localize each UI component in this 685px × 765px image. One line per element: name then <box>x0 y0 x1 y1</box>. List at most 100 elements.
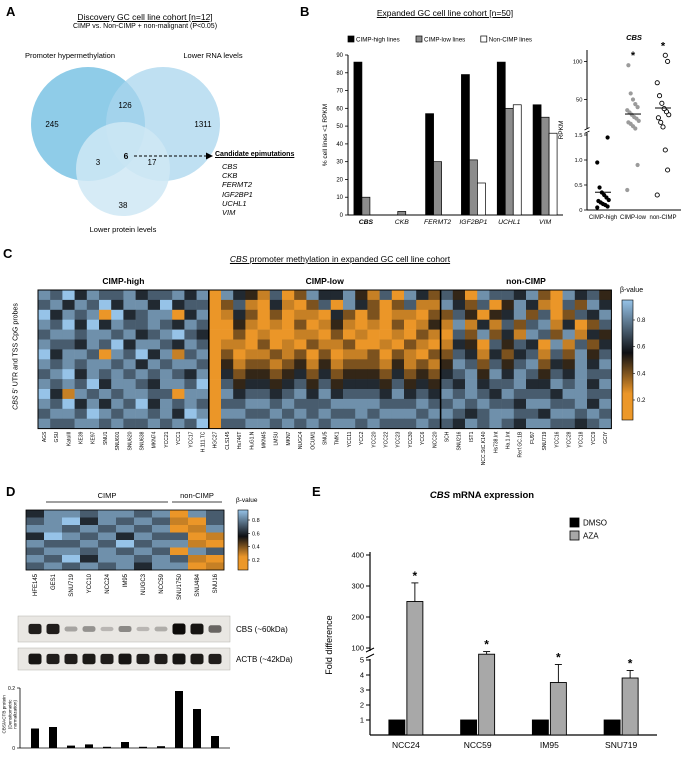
heatmap-cell <box>428 309 441 320</box>
y-tick-label: 100 <box>573 59 583 65</box>
heatmap-cell <box>98 562 117 571</box>
heatmap-cell <box>465 398 478 410</box>
heatmap-cell <box>184 299 197 311</box>
heatmap-cell <box>294 309 307 320</box>
heatmap-cell <box>330 329 344 340</box>
heatmap-cell <box>428 329 441 340</box>
legend-label: Non-CIMP lines <box>489 37 532 44</box>
significance-asterisk: * <box>631 50 636 62</box>
heatmap-cell <box>574 389 588 400</box>
bar <box>406 601 424 736</box>
blot-band <box>118 625 132 633</box>
heatmap-cell <box>74 319 88 330</box>
heatmap-cell <box>38 309 51 320</box>
bar <box>478 653 496 736</box>
heatmap-cell <box>62 555 81 563</box>
heatmap-cell <box>513 389 527 400</box>
heatmap-cell <box>99 339 112 350</box>
heatmap-cell <box>294 369 307 380</box>
heatmap-cell <box>172 290 185 301</box>
densitometry-axis-label: CBS/ACTB protein (Densitometric normaliz… <box>2 681 19 747</box>
heatmap-cell <box>62 290 75 301</box>
heatmap-cell <box>538 369 551 380</box>
heatmap-cell <box>538 339 551 350</box>
heatmap-cell <box>38 339 51 350</box>
heatmap-cell <box>74 339 88 350</box>
bar <box>425 113 434 216</box>
heatmap-cell <box>208 319 222 330</box>
heatmap-cell <box>477 408 490 419</box>
heatmap-cell <box>116 547 135 556</box>
heatmap-cell <box>123 299 136 311</box>
group-header: CIMP-high <box>102 276 144 286</box>
group-header: non-CIMP <box>180 491 214 500</box>
heatmap-cell <box>343 339 356 350</box>
densitometry-label-line: normalization) <box>12 699 18 729</box>
heatmap-cell <box>599 379 612 390</box>
heatmap-cell <box>538 319 551 330</box>
heatmap-cell <box>172 389 185 400</box>
heatmap-cell <box>233 389 246 400</box>
heatmap-cell <box>355 290 368 301</box>
heatmap-cell <box>86 309 100 320</box>
heatmap-cell <box>562 408 576 419</box>
heatmap-cell <box>245 359 258 370</box>
heatmap-cell <box>318 369 332 380</box>
heatmap-cell <box>587 319 600 330</box>
heatmap-cell <box>98 532 117 541</box>
heatmap-cell <box>152 517 171 526</box>
heatmap-cell <box>404 349 417 360</box>
heatmap-cell <box>318 408 332 419</box>
row-label-rest: 5' UTR and TSS CpG probes <box>12 303 20 396</box>
chart-shape <box>37 289 612 430</box>
heatmap-cell <box>38 359 51 370</box>
heatmap-cell <box>188 532 207 541</box>
bar <box>460 719 478 736</box>
heatmap-cell <box>86 408 100 419</box>
heatmap-cell <box>343 349 356 360</box>
bar <box>397 211 407 216</box>
heatmap-cell <box>440 290 454 301</box>
heatmap-cell <box>196 349 210 360</box>
heatmap-cell <box>513 349 527 360</box>
heatmap-cell <box>152 562 171 571</box>
legend-swatch <box>569 530 580 541</box>
heatmap-cell <box>440 418 454 429</box>
cell-line-label: SNU16 <box>213 573 219 593</box>
cell-line-label: SNU5 <box>323 431 329 445</box>
heatmap-cell <box>428 319 441 330</box>
heatmap-cell <box>440 369 454 380</box>
heatmap-cell <box>489 369 502 380</box>
heatmap-cell <box>221 329 234 340</box>
heatmap-cell <box>526 290 539 301</box>
bar <box>139 746 147 748</box>
heatmap-cell <box>599 389 612 400</box>
heatmap-cell <box>233 299 246 311</box>
heatmap-cell <box>477 329 490 340</box>
heatmap-cell <box>574 379 588 390</box>
blot-band <box>118 653 132 665</box>
heatmap-cell <box>330 379 344 390</box>
heatmap-cell <box>526 319 539 330</box>
bar <box>85 744 93 748</box>
heatmap-cell <box>147 398 161 410</box>
heatmap-cell <box>111 339 124 350</box>
y-tick-label: 200 <box>351 613 364 622</box>
heatmap-cell <box>62 398 75 410</box>
venn-count-set1: 245 <box>45 120 59 129</box>
heatmap-cell <box>99 408 112 419</box>
heatmap-cell <box>134 532 153 541</box>
heatmap-cell <box>550 309 563 320</box>
heatmap-cell <box>294 339 307 350</box>
cell-line-label: SNU1750 <box>177 573 183 600</box>
heatmap-cell <box>465 418 478 429</box>
heatmap-cell <box>391 329 405 340</box>
heatmap-cell <box>599 359 612 370</box>
cell-line-label: KatoIII <box>66 432 72 446</box>
y-tick-label: 3 <box>360 686 364 695</box>
heatmap-cell <box>404 299 417 311</box>
y-tick-label: 300 <box>351 582 364 591</box>
heatmap-cell <box>452 379 466 390</box>
y-tick-label: 400 <box>351 551 364 560</box>
heatmap-cell <box>550 290 563 301</box>
